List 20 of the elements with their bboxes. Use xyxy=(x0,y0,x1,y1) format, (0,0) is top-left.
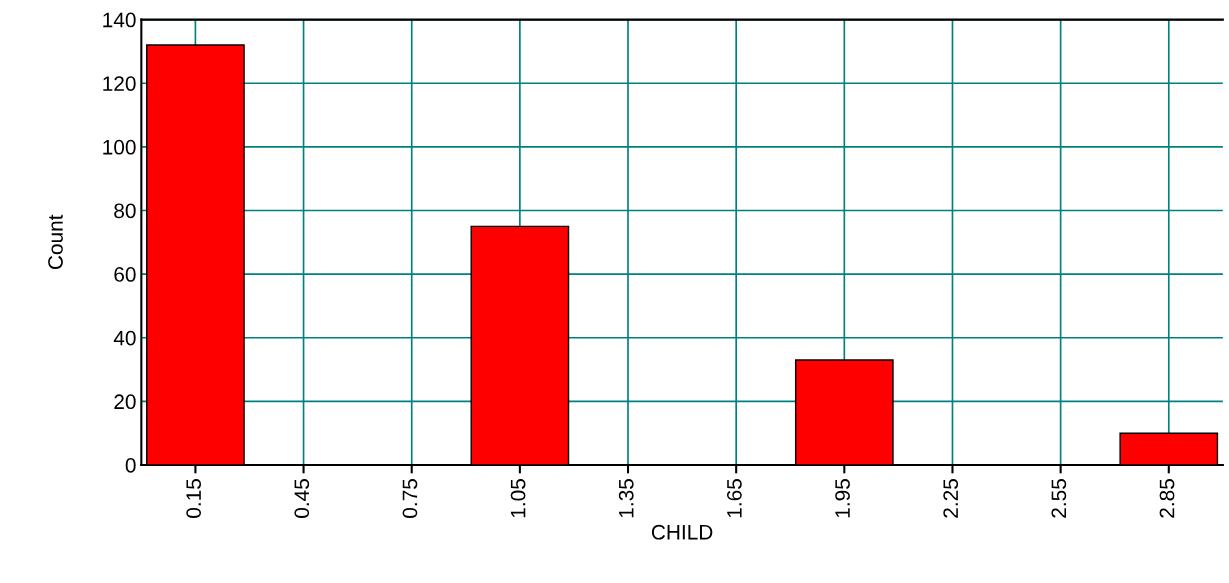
x-tick-label: 2.55 xyxy=(1051,479,1067,518)
x-tick-label: 0.75 xyxy=(402,479,418,518)
y-tick-label: 100 xyxy=(103,139,136,155)
x-tick-label: 2.85 xyxy=(1159,479,1175,518)
y-axis-title: Count xyxy=(48,214,63,270)
x-axis-title: CHILD xyxy=(651,524,713,540)
x-tick-label: 0.15 xyxy=(186,479,201,518)
y-tick-label: 20 xyxy=(114,394,136,410)
x-tick-label: 1.05 xyxy=(510,479,526,518)
x-tick-label: 1.65 xyxy=(727,479,742,518)
y-tick-label: 40 xyxy=(113,330,136,346)
y-tick-label: 140 xyxy=(103,12,136,28)
y-tick-label: 0 xyxy=(125,458,136,473)
x-tick-label: 0.45 xyxy=(294,479,310,518)
x-tick-label: 2.25 xyxy=(943,479,959,518)
y-tick-label: 120 xyxy=(103,76,136,91)
x-tick-label: 1.35 xyxy=(618,479,634,518)
x-tick-label: 1.95 xyxy=(835,479,850,518)
y-tick-label: 80 xyxy=(114,203,136,219)
y-tick-label: 60 xyxy=(114,267,136,282)
